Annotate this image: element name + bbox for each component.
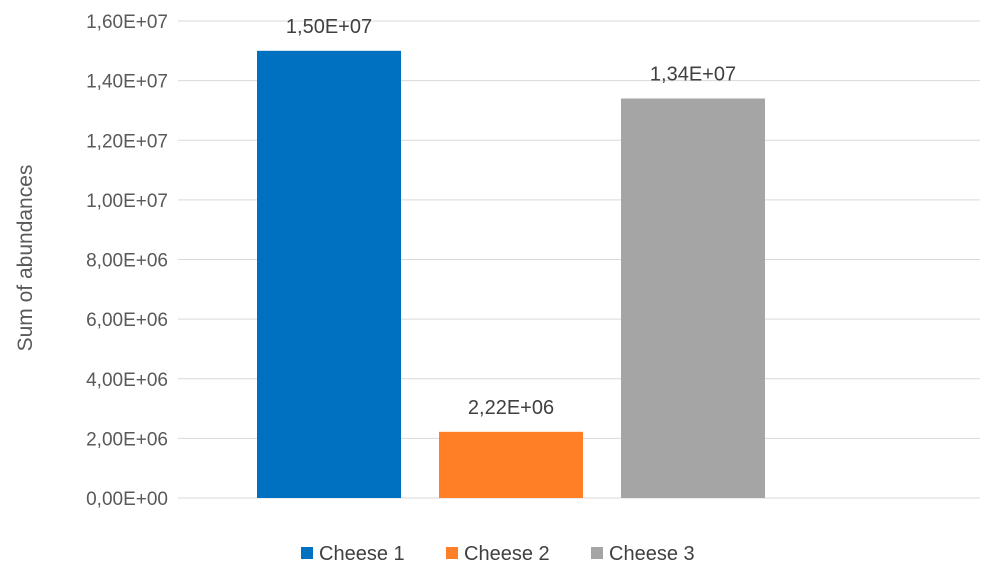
legend: Cheese 1 Cheese 2 Cheese 3 (301, 543, 695, 565)
bar-cheese-1 (257, 50, 401, 498)
y-tick-label: 1,40E+07 (86, 72, 168, 93)
legend-item: Cheese 2 (446, 543, 550, 565)
y-tick-label: 2,00E+06 (86, 429, 168, 450)
data-labels: 1,50E+07 2,22E+06 1,34E+07 (286, 16, 736, 419)
data-label: 2,22E+06 (468, 397, 554, 419)
legend-item: Cheese 3 (591, 543, 695, 565)
y-tick-label: 4,00E+06 (86, 370, 168, 391)
y-tick-label: 6,00E+06 (86, 310, 168, 331)
bars (257, 50, 765, 498)
legend-label: Cheese 3 (609, 543, 695, 565)
legend-swatch (301, 547, 313, 559)
y-axis-title: Sum of abundances (14, 165, 37, 352)
legend-label: Cheese 1 (319, 543, 405, 565)
y-tick-label: 1,00E+07 (86, 191, 168, 212)
y-tick-label: 1,20E+07 (86, 131, 168, 152)
y-tick-label: 1,60E+07 (86, 12, 168, 33)
data-label: 1,50E+07 (286, 16, 372, 38)
y-tick-label: 0,00E+00 (86, 489, 168, 510)
y-axis-ticks: 0,00E+00 2,00E+06 4,00E+06 6,00E+06 8,00E+06… (86, 12, 168, 510)
legend-swatch (446, 547, 458, 559)
y-tick-label: 8,00E+06 (86, 251, 168, 272)
bar-cheese-2 (439, 431, 583, 498)
legend-label: Cheese 2 (464, 543, 550, 565)
bar-cheese-3 (621, 98, 765, 498)
legend-swatch (591, 547, 603, 559)
data-label: 1,34E+07 (650, 64, 736, 86)
legend-item: Cheese 1 (301, 543, 405, 565)
